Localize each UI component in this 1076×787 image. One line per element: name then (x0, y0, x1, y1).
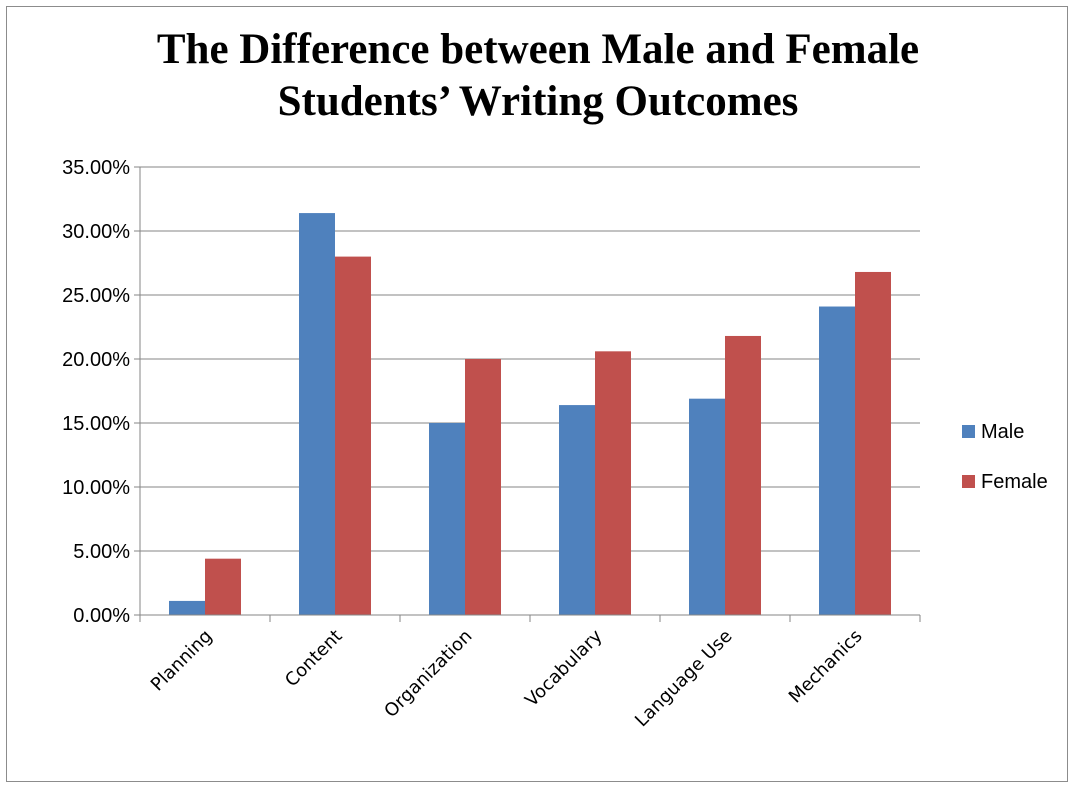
chart-title-line-2: Students’ Writing Outcomes (277, 78, 799, 125)
bar-female-content (335, 256, 371, 615)
x-tick-label: Language Use (631, 626, 736, 731)
y-tick-label: 30.00% (62, 221, 130, 243)
legend-label-male: Male (981, 421, 1024, 443)
x-tick-label: Content (281, 626, 346, 691)
bar-female-organization (465, 359, 501, 615)
y-tick-label: 15.00% (62, 413, 130, 435)
chart-title-line-1: The Difference between Male and Female (156, 26, 920, 73)
gridlines (140, 166, 920, 552)
legend: Male Female (962, 421, 1048, 493)
y-tick-label: 20.00% (62, 349, 130, 371)
y-tick-label: 0.00% (73, 605, 130, 627)
bars (169, 213, 891, 615)
x-axis-ticks: Planning Content Organization Vocabulary Lan… (147, 625, 867, 731)
y-tick-label: 35.00% (62, 157, 130, 179)
bar-female-mechanics (855, 271, 891, 615)
x-tick-label: Mechanics (785, 626, 867, 708)
x-tick-label: Vocabulary (521, 625, 607, 711)
bar-male-language-use (689, 398, 725, 615)
y-tick-label: 10.00% (62, 477, 130, 499)
legend-swatch-male (962, 425, 975, 438)
bar-female-planning (205, 558, 241, 615)
y-axis-ticks: 0.00% 5.00% 10.00% 15.00% 20.00% 25.00% 30.00%… (62, 157, 130, 627)
axes (134, 166, 921, 622)
x-tick-label: Planning (147, 626, 217, 696)
bar-female-language-use (725, 335, 761, 615)
x-tick-label: Organization (380, 626, 476, 722)
bar-male-organization (429, 423, 465, 615)
chart-title: The Difference between Male and Female S… (0, 24, 1076, 128)
bar-male-planning (169, 600, 205, 615)
y-tick-label: 5.00% (73, 541, 130, 563)
bar-male-vocabulary (559, 405, 595, 615)
bar-male-mechanics (819, 306, 855, 615)
bar-male-content (299, 213, 335, 615)
legend-swatch-female (962, 475, 975, 488)
y-tick-label: 25.00% (62, 285, 130, 307)
bar-female-vocabulary (595, 351, 631, 615)
legend-label-female: Female (981, 471, 1048, 493)
